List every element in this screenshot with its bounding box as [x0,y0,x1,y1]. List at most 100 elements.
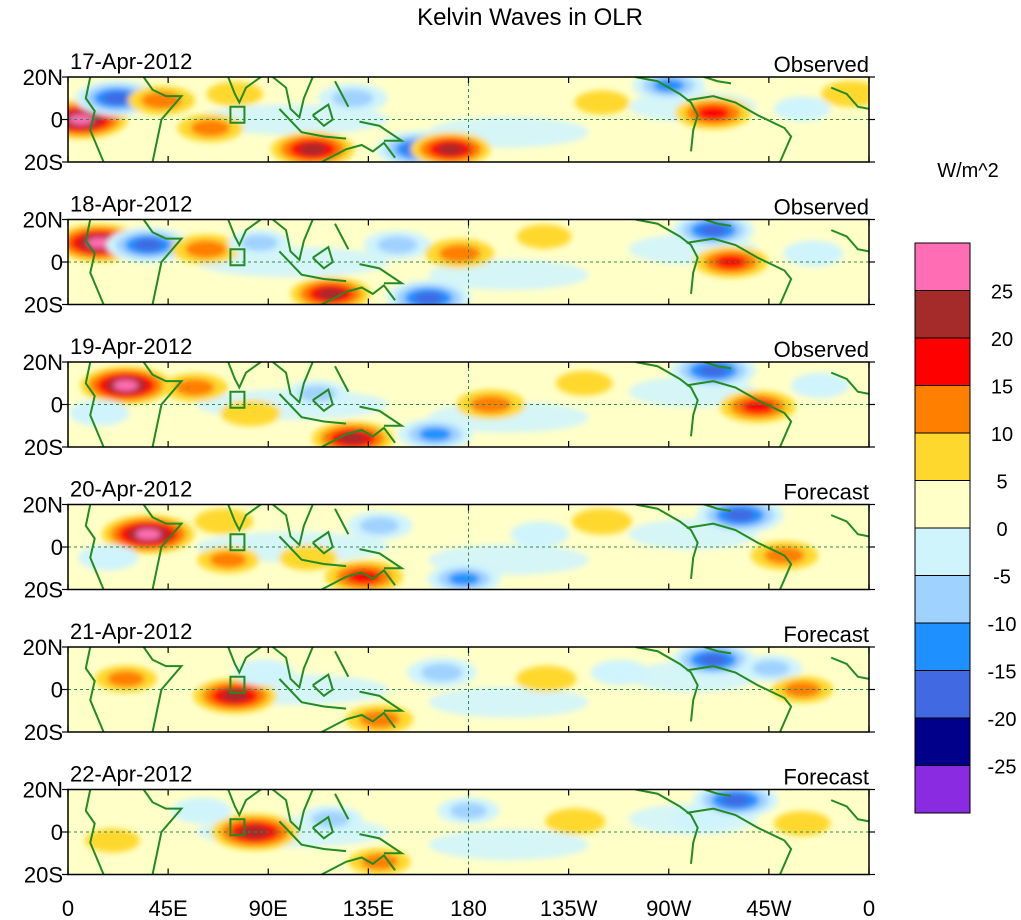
coast-path [272,789,314,832]
colorbar-swatch [914,527,971,576]
x-tick-label: 135W [540,896,598,920]
anomaly-contour [77,544,139,571]
coast-path [686,807,793,875]
panel-6: 20N 0 20S 22-Apr-2012 Forecast [23,762,875,888]
coast-path [84,647,105,732]
coastlines [84,504,869,590]
coast-path [701,789,732,797]
colorbar-swatch [914,717,971,766]
y-tick-label: 20N [23,493,63,518]
anomaly-contour [790,372,850,399]
y-tick-label: 20S [24,435,63,460]
anomaly-contour [421,663,463,682]
anomaly-contour [113,380,139,391]
coast-path [84,219,105,305]
panel-status: Forecast [783,480,869,505]
colorbar-label: 5 [996,472,1007,494]
coast-path [830,371,869,395]
coast-path [272,219,314,262]
x-tick-label: 0 [863,896,875,920]
coast-path [142,789,184,875]
coast-path [359,405,406,427]
swath [428,829,589,861]
coastlines [84,219,869,305]
x-tick-label: 135E [343,896,394,920]
y-tick-label: 0 [51,108,63,133]
colorbar: W/m^2 25 20 15 10 5 0 -5 -10 -15 -20 -25 [914,160,1017,814]
anomaly-contour [437,143,465,155]
coastlines [84,789,869,875]
y-tick-label: 20S [24,150,63,175]
anomaly-contour [821,80,869,108]
colorbar-swatch [914,765,971,814]
y-tick-label: 20S [24,720,63,745]
anomaly-contour [574,90,630,115]
coast-path [830,514,869,538]
coast-box [229,390,246,409]
y-tick-label: 0 [51,820,63,845]
colorbar-swatch [914,337,971,386]
anomaly-contour [209,551,247,568]
coast-path [701,647,732,655]
coast-path [227,789,263,818]
coast-path [278,108,347,140]
anomaly-contour [359,517,400,535]
panel-date: 18-Apr-2012 [70,192,192,217]
anomaly-contour [699,224,727,236]
anomaly-contour [448,572,480,586]
panel-date: 21-Apr-2012 [70,619,192,644]
y-tick-label: 20N [23,778,63,803]
x-tick-label: 180 [450,896,487,920]
colorbar-label: 20 [991,329,1013,351]
anomaly-contour [190,119,231,137]
coast-path [312,103,334,128]
anomaly-contour [311,810,350,828]
coast-path [686,237,793,305]
coast-path [334,223,350,250]
y-tick-label: 0 [51,678,63,703]
anomaly-contour [171,797,232,824]
panel-1: 20N 0 20S 17-Apr-2012 Observed [23,49,875,175]
y-tick-label: 20N [23,635,63,660]
coast-path [334,365,350,393]
coast-path [830,86,869,110]
colorbar-label: -20 [988,709,1017,731]
coast-path [701,77,732,85]
x-tick-label: 90E [249,896,288,920]
coastlines [84,77,869,162]
coast-path [701,219,732,227]
coast-path [278,820,347,853]
anomaly-contour [107,670,145,687]
anomaly-contour [773,811,831,836]
panel-status: Observed [774,195,869,220]
coast-path [272,647,314,690]
coast-box [229,533,246,552]
panel-date: 17-Apr-2012 [70,49,192,74]
panel-date: 19-Apr-2012 [70,334,192,359]
chart-title: Kelvin Waves in OLR [417,4,643,31]
coast-path [227,219,263,248]
coast-path [142,362,184,447]
colorbar-label: -10 [988,614,1017,636]
anomaly-contour [414,292,443,305]
anomaly-contour [721,794,750,807]
x-axis: 0 45E 90E 135E 180 135W 90W 45W 0 [62,896,875,920]
coast-path [278,535,347,568]
coast-box [229,248,246,267]
colorbar-label: 0 [996,519,1007,541]
coast-path [272,77,314,120]
coast-path [359,263,406,285]
y-tick-label: 0 [51,535,63,560]
anomaly-contour [220,399,281,427]
coast-path [312,673,334,698]
y-tick-label: 20S [24,293,63,318]
panel-status: Observed [774,52,869,77]
anomaly-contour [696,106,730,121]
y-tick-label: 20S [24,578,63,603]
coast-path [686,95,793,162]
y-tick-label: 0 [51,393,63,418]
x-tick-label: 45W [746,896,791,920]
anomaly-contour [449,802,488,819]
coast-path [635,219,699,294]
y-tick-label: 20N [23,208,63,233]
